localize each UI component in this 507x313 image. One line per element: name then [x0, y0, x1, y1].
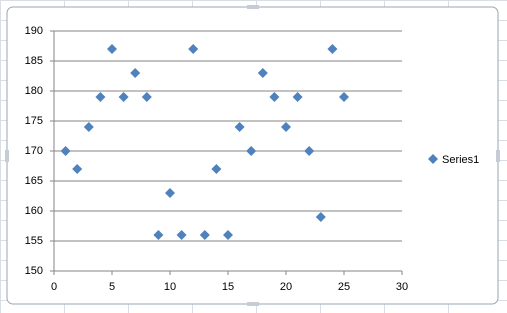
x-tick-label: 30	[396, 281, 408, 293]
chart-area	[6, 6, 499, 305]
point	[211, 164, 222, 174]
x-tick-label: 15	[222, 281, 234, 293]
y-tick-label: 175	[25, 115, 43, 127]
point	[188, 44, 199, 54]
resize-handle	[496, 150, 500, 162]
legend-marker	[428, 154, 438, 164]
x-tick-label: 10	[164, 281, 176, 293]
point	[281, 122, 291, 132]
point	[292, 92, 303, 102]
point	[153, 230, 164, 240]
y-tick-label: 160	[25, 205, 43, 217]
point	[339, 92, 349, 102]
point	[246, 146, 257, 156]
x-tick-label: 20	[280, 281, 292, 293]
resize-handle	[5, 150, 9, 162]
point	[223, 230, 233, 240]
y-tick-label: 170	[25, 145, 43, 157]
point	[269, 92, 280, 102]
point	[107, 44, 117, 54]
point	[176, 230, 187, 240]
point	[315, 212, 326, 222]
resize-handle	[247, 302, 259, 306]
x-tick-label: 5	[109, 281, 115, 293]
point	[327, 44, 338, 54]
x-tick-label: 0	[51, 281, 57, 293]
y-tick-label: 190	[25, 25, 43, 37]
y-tick-label: 155	[25, 235, 43, 247]
point	[257, 68, 268, 78]
point	[304, 146, 315, 156]
point	[199, 230, 210, 240]
point	[95, 92, 106, 102]
point	[83, 122, 94, 132]
point	[234, 122, 245, 132]
point	[165, 188, 175, 198]
legend-label: Series1	[442, 154, 479, 166]
point	[118, 92, 129, 102]
point	[130, 68, 141, 78]
point	[72, 164, 83, 174]
y-tick-label: 180	[25, 85, 43, 97]
resize-handle	[247, 5, 259, 9]
y-tick-label: 165	[25, 175, 43, 187]
point	[141, 92, 152, 102]
y-tick-label: 185	[25, 55, 43, 67]
x-tick-label: 25	[338, 281, 350, 293]
y-tick-label: 150	[25, 265, 43, 277]
point	[60, 146, 71, 156]
